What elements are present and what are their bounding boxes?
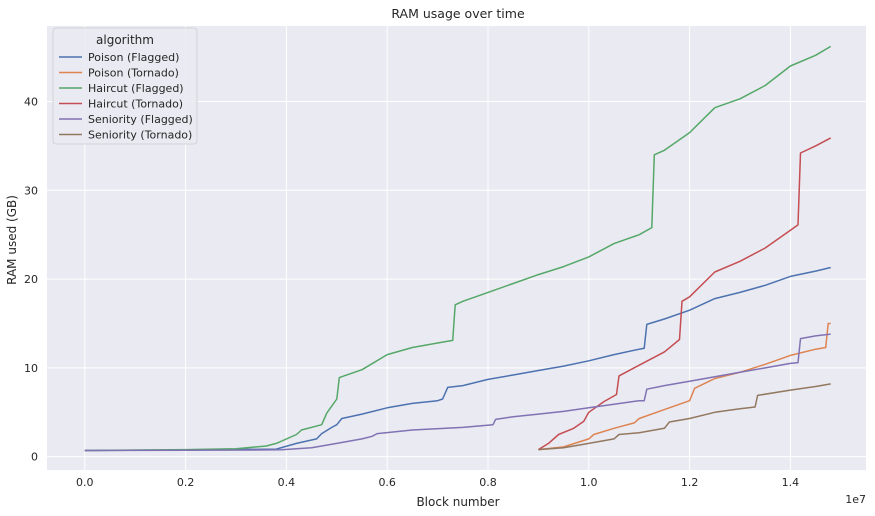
x-axis-offset-label: 1e7 (845, 493, 866, 506)
chart-title: RAM usage over time (391, 6, 525, 21)
x-axis-ticks: 0.0 0.2 0.4 0.6 0.8 1.0 1.2 1.4 (76, 476, 799, 489)
series-line-3 (84, 45, 832, 452)
legend-label-3: Haircut (Flagged) (88, 82, 184, 95)
legend-label-1: Poison (Flagged) (88, 51, 179, 64)
x-tick-label: 0.8 (479, 476, 497, 489)
x-axis-label: Block number (416, 495, 499, 509)
series-line-5 (84, 333, 831, 452)
x-tick-label: 0.6 (378, 476, 396, 489)
y-tick-label: 30 (24, 184, 38, 197)
y-tick-label: 20 (24, 273, 38, 286)
legend-label-5: Seniority (Flagged) (88, 113, 193, 126)
legend-items: Poison (Flagged) Poison (Tornado) Haircut … (59, 51, 193, 142)
x-tick-label: 0.0 (76, 476, 94, 489)
series-line-4 (538, 137, 832, 451)
x-tick-label: 0.2 (177, 476, 195, 489)
y-tick-label: 0 (31, 451, 38, 464)
series-line-2 (538, 322, 831, 451)
x-tick-label: 1.0 (580, 476, 598, 489)
legend-label-6: Seniority (Tornado) (88, 129, 192, 142)
x-tick-label: 0.4 (278, 476, 296, 489)
legend: algorithm Poison (Flagged) Poison (Tornad… (52, 27, 198, 145)
y-tick-label: 40 (24, 95, 38, 108)
series-lines (84, 45, 832, 452)
legend-title: algorithm (96, 33, 154, 47)
y-axis-ticks: 0 10 20 30 40 (24, 95, 38, 463)
series-line-1 (84, 266, 831, 452)
legend-box (52, 27, 198, 145)
legend-label-4: Haircut (Tornado) (88, 98, 183, 111)
y-axis-label: RAM used (GB) (5, 195, 19, 285)
series-line-6 (538, 383, 831, 451)
y-tick-label: 10 (24, 362, 38, 375)
x-tick-label: 1.4 (782, 476, 800, 489)
legend-label-2: Poison (Tornado) (88, 67, 179, 80)
x-tick-label: 1.2 (681, 476, 699, 489)
